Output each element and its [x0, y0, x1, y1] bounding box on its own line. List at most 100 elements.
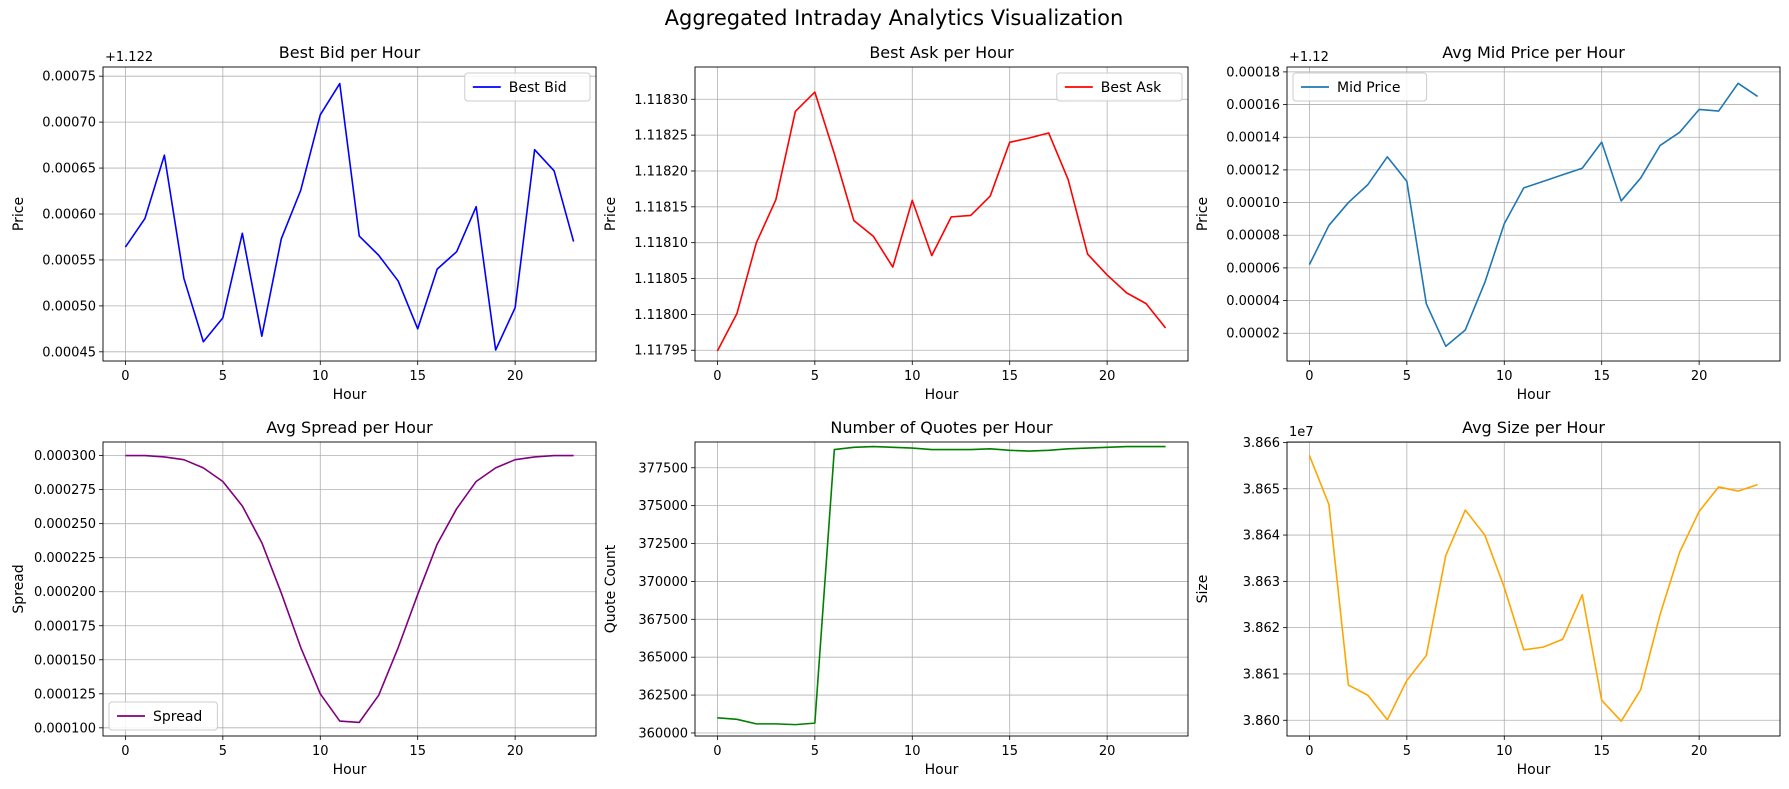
y-tick-label: 0.00016 [1226, 98, 1280, 113]
y-tick-label: 1.11810 [634, 236, 688, 251]
y-tick-label: 3.865 [1243, 482, 1280, 497]
y-tick-label: 0.00070 [42, 116, 96, 131]
y-tick-label: 0.000250 [34, 517, 96, 532]
y-tick-label: 0.00018 [1226, 65, 1280, 80]
figure-title: Aggregated Intraday Analytics Visualizat… [665, 6, 1124, 30]
x-tick-label: 15 [1593, 369, 1610, 384]
x-tick-label: 20 [1691, 369, 1708, 384]
y-tick-label: 0.00008 [1226, 229, 1280, 244]
x-tick-label: 5 [219, 369, 227, 384]
legend-label: Spread [153, 709, 202, 725]
grid-lines [103, 442, 596, 736]
legend-box [108, 701, 218, 731]
x-tick-label: 0 [121, 369, 129, 384]
y-axis-label: Size [1195, 575, 1211, 604]
subplot-3: 0 5 10 15 20 0.00002 0.00004 0.00006 0.00008 0.00… [1195, 43, 1781, 403]
grid-lines [103, 67, 596, 361]
y-axis-label: Price [603, 197, 619, 231]
x-tick-label: 10 [1496, 369, 1513, 384]
grid-lines [695, 67, 1188, 361]
subplot-title: Number of Quotes per Hour [830, 418, 1053, 437]
y-tick-label: 1.11800 [634, 308, 688, 323]
x-tick-label: 10 [904, 369, 921, 384]
y-tick-label: 3.866 [1243, 436, 1280, 451]
x-tick-label: 15 [409, 369, 426, 384]
x-tick-label: 0 [121, 744, 129, 759]
y-tick-label: 3.864 [1243, 529, 1280, 544]
x-tick-label: 10 [1496, 744, 1513, 759]
y-tick-label: 377500 [638, 461, 688, 476]
y-axis-label: Price [1195, 197, 1211, 231]
x-tick-label: 0 [1305, 744, 1313, 759]
plot-frame [1286, 441, 1781, 737]
x-tick-label: 10 [312, 369, 329, 384]
x-tick-label: 20 [1099, 744, 1116, 759]
y-tick-label: 0.000300 [34, 449, 96, 464]
plot-frame [102, 441, 597, 737]
series-line-1 [716, 91, 1167, 352]
y-tick-label: 3.861 [1243, 667, 1280, 682]
grid-lines [1287, 67, 1780, 361]
legend-label: Best Ask [1101, 80, 1162, 96]
x-tick-label: 5 [1403, 744, 1411, 759]
subplot-title: Avg Mid Price per Hour [1442, 43, 1625, 62]
x-tick-label: 15 [1593, 744, 1610, 759]
y-tick-label: 0.00050 [42, 299, 96, 314]
y-tick-label: 0.00065 [42, 162, 96, 177]
x-tick-label: 5 [219, 744, 227, 759]
x-tick-label: 10 [312, 744, 329, 759]
legend-label: Best Bid [509, 80, 567, 96]
x-tick-label: 5 [811, 369, 819, 384]
y-tick-label: 370000 [638, 575, 688, 590]
subplot-4: 0 5 10 15 20 0.000100 0.000125 0.000150 0.000175… [11, 418, 597, 778]
x-tick-label: 0 [713, 744, 721, 759]
x-tick-label: 20 [507, 744, 524, 759]
legend: Best Bid [464, 72, 591, 102]
subplot-5: 0 5 10 15 20 360000 362500 365000 367500 370000 37… [603, 418, 1189, 778]
y-axis-label: Price [11, 197, 27, 231]
subplot-title: Best Ask per Hour [869, 43, 1014, 62]
y-tick-label: 1.11825 [634, 129, 688, 144]
series-line-1 [125, 454, 574, 724]
subplot-grid: 0 5 10 15 20 0.00045 0.00050 0.00055 0.00060 0.00… [11, 43, 1781, 778]
y-tick-label: 0.000225 [34, 551, 96, 566]
legend: Best Ask [1056, 72, 1183, 102]
y-tick-label: 0.00045 [42, 345, 96, 360]
x-axis-label: Hour [1517, 762, 1551, 778]
y-tick-label: 0.00060 [42, 208, 96, 223]
y-axis-label: Spread [11, 564, 27, 613]
series-line-1 [717, 445, 1166, 726]
x-tick-label: 20 [1691, 744, 1708, 759]
axis-offset-label: 1e7 [1289, 425, 1314, 440]
x-tick-label: 20 [507, 369, 524, 384]
y-tick-label: 1.11795 [634, 344, 688, 359]
subplot-title: Best Bid per Hour [279, 43, 421, 62]
y-tick-label: 360000 [638, 726, 688, 741]
x-tick-label: 15 [409, 744, 426, 759]
y-tick-label: 0.000150 [34, 653, 96, 668]
legend: Mid Price [1292, 72, 1428, 102]
x-axis-label: Hour [925, 387, 959, 403]
subplot-6: 0 5 10 15 20 3.860 3.861 3.862 3.863 3.864 3.865 3.… [1195, 418, 1781, 778]
subplot-title: Avg Spread per Hour [266, 418, 433, 437]
x-tick-label: 5 [811, 744, 819, 759]
y-tick-label: 0.000175 [34, 619, 96, 634]
y-tick-label: 0.00002 [1226, 327, 1280, 342]
x-axis-label: Hour [1517, 387, 1551, 403]
y-tick-label: 372500 [638, 537, 688, 552]
y-tick-label: 0.00075 [42, 70, 96, 85]
y-tick-label: 0.00004 [1226, 294, 1280, 309]
plot-frame [694, 66, 1189, 362]
y-tick-label: 1.11830 [634, 93, 688, 108]
y-tick-label: 0.00014 [1226, 131, 1280, 146]
y-tick-label: 367500 [638, 613, 688, 628]
x-tick-label: 0 [1305, 369, 1313, 384]
y-tick-label: 365000 [638, 651, 688, 666]
subplot-2: 0 5 10 15 20 1.11795 1.11800 1.11805 1.11810 1.11… [603, 43, 1189, 403]
y-tick-label: 3.863 [1243, 575, 1280, 590]
axis-offset-label: +1.122 [105, 50, 153, 65]
legend-box [1056, 72, 1183, 102]
y-tick-label: 375000 [638, 499, 688, 514]
grid-lines [695, 442, 1188, 736]
